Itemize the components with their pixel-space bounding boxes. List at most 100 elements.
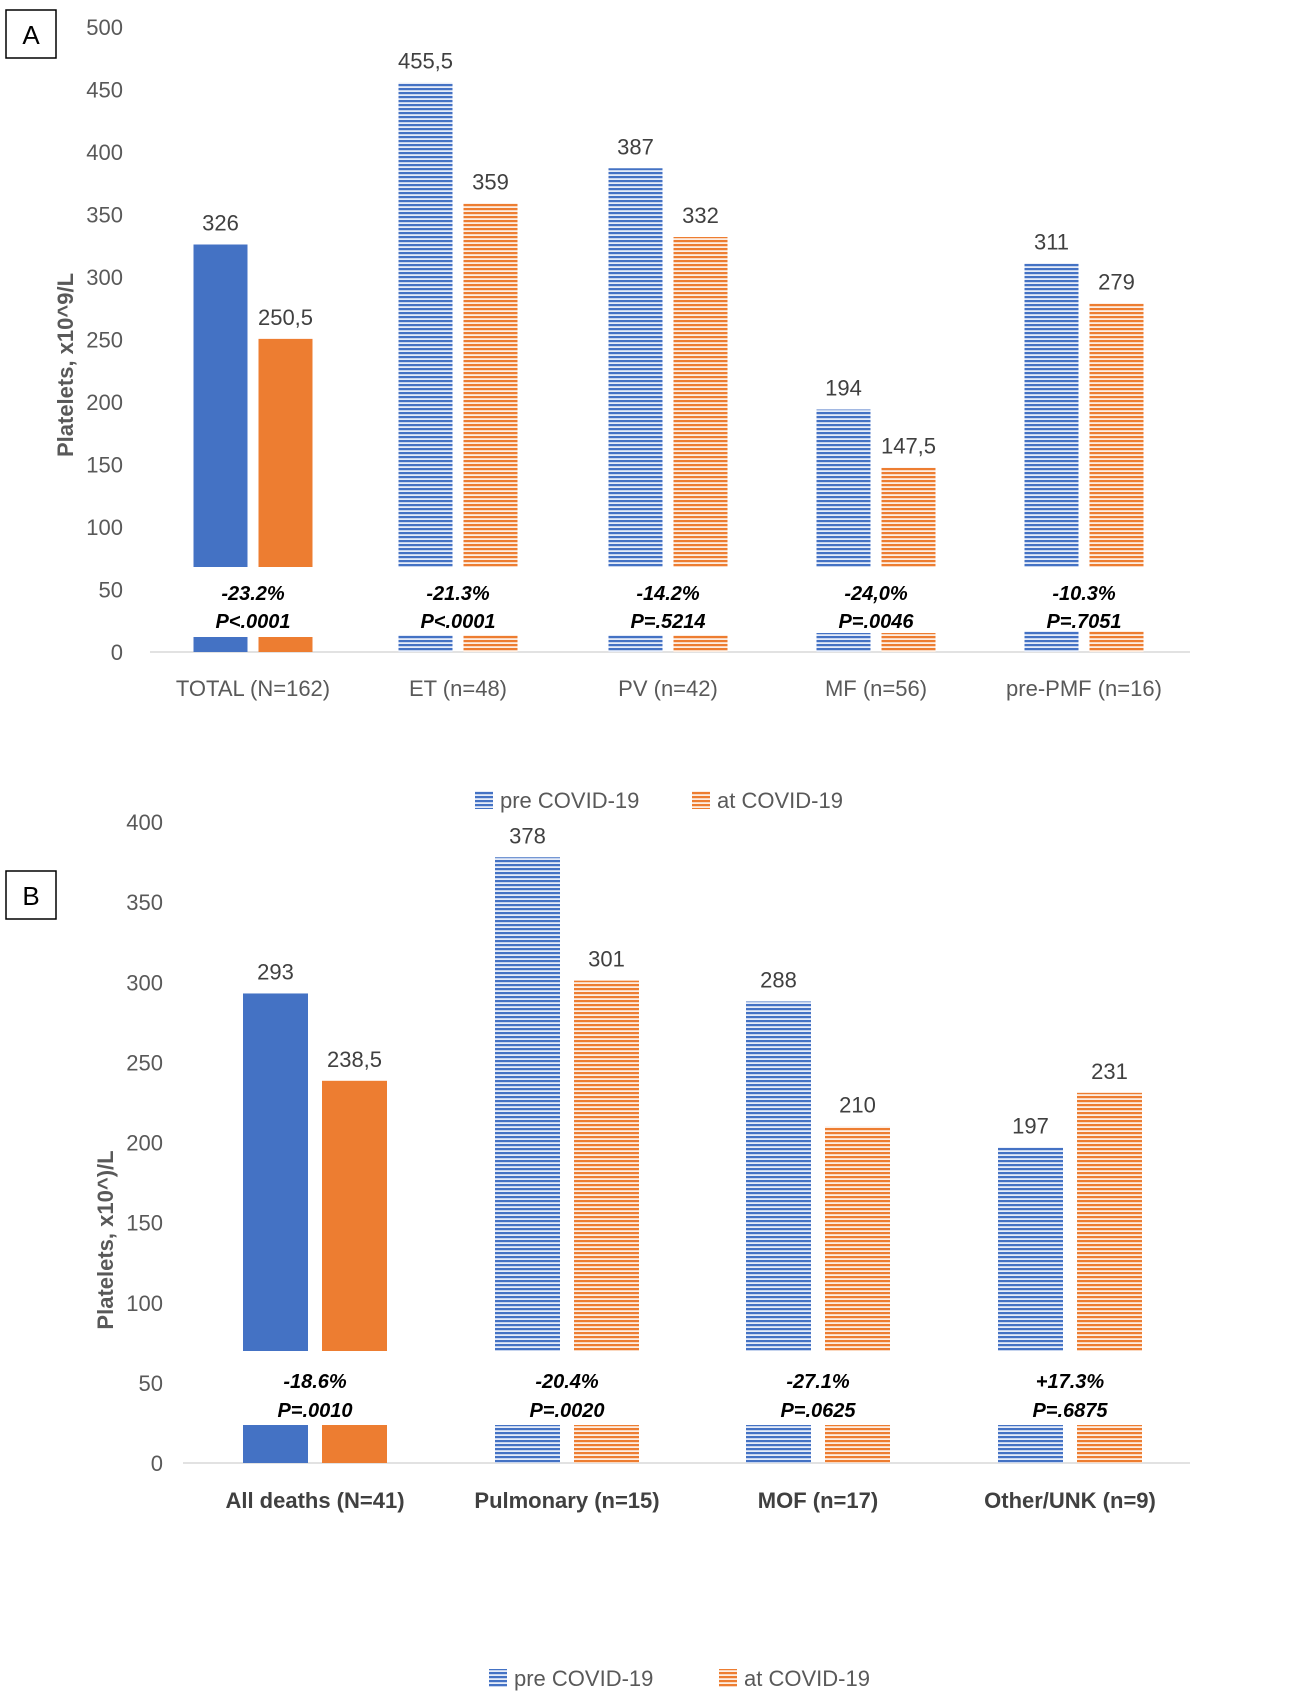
bar-pre-covid-base bbox=[193, 637, 248, 652]
y-tick-label: 450 bbox=[86, 78, 123, 103]
panel-a-y-ticks: 0 50 100 150 200 250 300 350 400 450 500 bbox=[86, 15, 123, 665]
panel-a-label: A bbox=[22, 20, 40, 50]
category-label: PV (n=42) bbox=[618, 676, 718, 701]
bar-pre-covid-base bbox=[398, 635, 453, 652]
category-label: pre-PMF (n=16) bbox=[1006, 676, 1162, 701]
y-tick-label: 200 bbox=[126, 1131, 163, 1156]
y-tick-label: 150 bbox=[86, 453, 123, 478]
panel-a-categories: TOTAL (N=162) ET (n=48) PV (n=42) MF (n=56)… bbox=[176, 676, 1162, 701]
bar-pre-covid-base bbox=[1024, 631, 1079, 652]
y-tick-label: 500 bbox=[86, 15, 123, 40]
legend-label-at: at COVID-19 bbox=[744, 1666, 870, 1691]
bar-at-covid-base bbox=[825, 1425, 890, 1463]
y-tick-label: 50 bbox=[139, 1371, 163, 1396]
p-value-label: P=.0020 bbox=[529, 1400, 604, 1422]
bar-at-covid-base bbox=[881, 633, 936, 652]
bar-at-covid bbox=[1089, 303, 1144, 567]
value-label: 387 bbox=[617, 134, 654, 159]
p-value-label: P=.7051 bbox=[1046, 611, 1121, 633]
bar-pre-covid-base bbox=[495, 1425, 560, 1463]
bar-at-covid bbox=[673, 237, 728, 567]
p-value-label: P=.0625 bbox=[780, 1400, 856, 1422]
bar-pre-covid bbox=[608, 168, 663, 567]
panel-a-bars bbox=[193, 82, 1144, 652]
value-label: 301 bbox=[588, 947, 625, 972]
p-value-label: P=.6875 bbox=[1032, 1400, 1108, 1422]
y-tick-label: 300 bbox=[86, 265, 123, 290]
panel-b-label: B bbox=[22, 881, 39, 911]
bar-at-covid-base bbox=[258, 637, 313, 652]
y-tick-label: 350 bbox=[126, 890, 163, 915]
y-tick-label: 300 bbox=[126, 970, 163, 995]
category-label: Other/UNK (n=9) bbox=[984, 1488, 1156, 1513]
percent-change-label: -14.2% bbox=[636, 583, 700, 605]
bar-at-covid-base bbox=[574, 1425, 639, 1463]
bar-pre-covid bbox=[998, 1147, 1063, 1351]
bar-at-covid-base bbox=[463, 635, 518, 652]
bar-pre-covid bbox=[495, 857, 560, 1351]
panel-a-value-labels: 326 250,5 455,5 359 387 332 194 147,5 311 279 bbox=[202, 49, 1135, 459]
y-tick-label: 50 bbox=[99, 578, 123, 603]
y-tick-label: 200 bbox=[86, 390, 123, 415]
bar-at-covid-base bbox=[673, 635, 728, 652]
category-label: TOTAL (N=162) bbox=[176, 676, 330, 701]
y-tick-label: 250 bbox=[86, 328, 123, 353]
percent-change-label: -23.2% bbox=[221, 583, 285, 605]
legend-swatch-pre bbox=[475, 791, 493, 809]
bar-pre-covid-base bbox=[746, 1425, 811, 1463]
value-label: 332 bbox=[682, 203, 719, 228]
value-label: 238,5 bbox=[327, 1047, 382, 1072]
p-value-label: P=.0046 bbox=[838, 611, 914, 633]
bar-pre-covid bbox=[816, 409, 871, 567]
legend-swatch-at bbox=[719, 1669, 737, 1687]
y-tick-label: 0 bbox=[151, 1451, 163, 1476]
value-label: 293 bbox=[257, 959, 294, 984]
bar-pre-covid-base bbox=[608, 635, 663, 652]
value-label: 250,5 bbox=[258, 305, 313, 330]
y-tick-label: 0 bbox=[111, 640, 123, 665]
percent-change-label: -21.3% bbox=[426, 583, 490, 605]
bar-at-covid bbox=[258, 338, 313, 567]
bar-at-covid-base bbox=[322, 1425, 387, 1463]
y-tick-label: 100 bbox=[126, 1291, 163, 1316]
category-label: MOF (n=17) bbox=[758, 1488, 878, 1513]
p-value-label: P<.0001 bbox=[420, 611, 495, 633]
percent-change-label: +17.3% bbox=[1036, 1371, 1105, 1393]
y-tick-label: 250 bbox=[126, 1050, 163, 1075]
bar-pre-covid bbox=[746, 1001, 811, 1351]
percent-change-label: -27.1% bbox=[786, 1371, 850, 1393]
value-label: 378 bbox=[509, 823, 546, 848]
bar-pre-covid-base bbox=[243, 1425, 308, 1463]
panel-b-y-ticks: 0 50 100 150 200 250 300 350 400 bbox=[126, 810, 163, 1476]
legend-swatch-at bbox=[692, 791, 710, 809]
p-value-label: P=.5214 bbox=[630, 611, 705, 633]
y-tick-label: 100 bbox=[86, 515, 123, 540]
bar-pre-covid bbox=[398, 82, 453, 567]
value-label: 197 bbox=[1012, 1113, 1049, 1138]
p-value-label: P=.0010 bbox=[277, 1400, 352, 1422]
percent-change-label: -20.4% bbox=[535, 1371, 599, 1393]
value-label: 279 bbox=[1098, 269, 1135, 294]
panel-b-annotations: -18.6% P=.0010 -20.4% P=.0020 -27.1% P=.0625 +… bbox=[277, 1371, 1108, 1422]
panel-b-label-box bbox=[5, 870, 57, 920]
category-label: Pulmonary (n=15) bbox=[474, 1488, 659, 1513]
category-label: MF (n=56) bbox=[825, 676, 927, 701]
bar-pre-covid bbox=[1024, 263, 1079, 567]
panel-b-y-axis-title: Platelets, x10^)/L bbox=[93, 1150, 118, 1329]
legend-label-at: at COVID-19 bbox=[717, 788, 843, 813]
bar-pre-covid bbox=[243, 993, 308, 1351]
legend-label-pre: pre COVID-19 bbox=[500, 788, 639, 813]
panel-a-y-axis-title: Platelets, x10^9/L bbox=[53, 273, 78, 457]
legend-swatch-pre bbox=[489, 1669, 507, 1687]
y-tick-label: 350 bbox=[86, 203, 123, 228]
value-label: 194 bbox=[825, 376, 862, 401]
y-tick-label: 400 bbox=[126, 810, 163, 835]
bar-at-covid bbox=[881, 467, 936, 567]
panel-a: A Platelets, x10^9/L 0 50 100 150 200 250 300 3… bbox=[5, 9, 1190, 813]
value-label: 210 bbox=[839, 1092, 876, 1117]
panel-b-bars bbox=[243, 857, 1142, 1463]
bar-at-covid bbox=[825, 1126, 890, 1351]
bar-at-covid bbox=[463, 203, 518, 567]
bar-pre-covid-base bbox=[816, 633, 871, 652]
